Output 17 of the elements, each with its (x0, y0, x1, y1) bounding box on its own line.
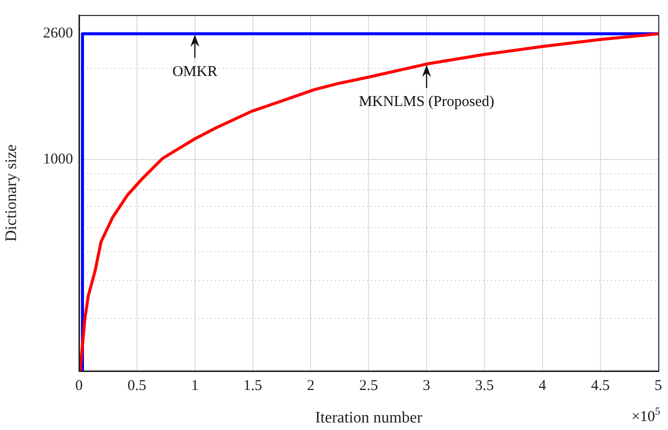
x-tick-label: 1 (191, 378, 199, 394)
x-axis-title: Iteration number (315, 410, 423, 427)
x-tick-label: 3 (422, 378, 430, 394)
y-axis-title: Dictionary size (2, 144, 20, 242)
x-tick-label: 0 (75, 378, 83, 394)
annotation: OMKR (172, 64, 218, 80)
y-tick-label: 1000 (43, 151, 73, 168)
annotation: MKNLMS (Proposed) (358, 94, 494, 110)
x-tick-label: 4 (538, 378, 547, 394)
x-tick-label: 5 (654, 378, 662, 394)
x-tick-label: 2.5 (359, 378, 378, 394)
x-tick-label: 1.5 (243, 378, 262, 394)
x-tick-label: 3.5 (475, 378, 494, 394)
x-tick-label: 2 (306, 378, 314, 394)
x-tick-label: 4.5 (590, 378, 610, 394)
x-tick-label: 0.5 (128, 378, 146, 394)
y-tick-label: 2600 (43, 26, 73, 42)
